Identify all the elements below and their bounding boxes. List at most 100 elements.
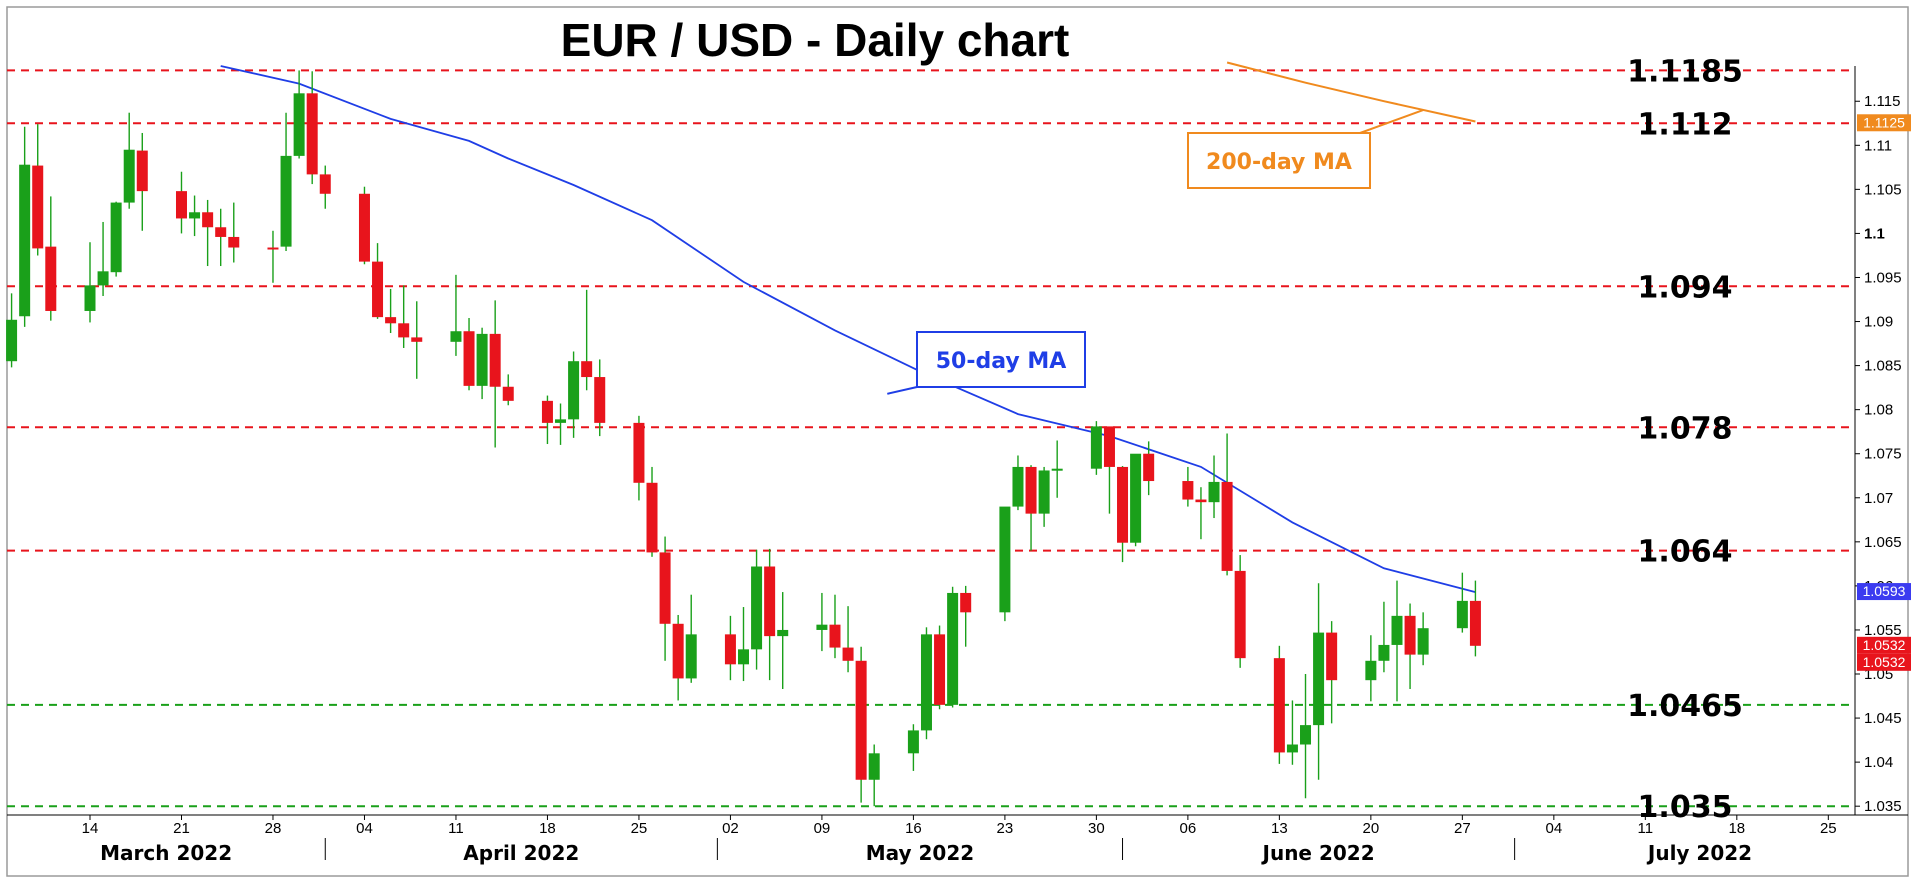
y-tick-label: 1.075 xyxy=(1864,446,1902,463)
ma200-callout-label: 200-day MA xyxy=(1206,150,1352,175)
y-tick-label: 1.045 xyxy=(1864,710,1902,727)
candle-bear xyxy=(724,634,736,665)
candle-bull xyxy=(1090,426,1102,469)
horizontal-levels: 1.1185 1.112 1.094 1.078 1.064 1.0465 1.035 xyxy=(7,54,1855,825)
candle-bull xyxy=(19,164,31,317)
candle-bear xyxy=(1469,600,1481,646)
level-label: 1.078 xyxy=(1638,411,1733,446)
candle-bear xyxy=(633,422,645,483)
x-tick-label: 25 xyxy=(631,820,648,837)
price-tag-bg xyxy=(1857,653,1911,671)
price-tag-label: 1.1125 xyxy=(1863,114,1905,130)
price-tag-bg xyxy=(1857,114,1911,132)
y-tick-label: 1.115 xyxy=(1864,93,1900,110)
candle-bear xyxy=(1143,453,1155,482)
x-tick-label: 11 xyxy=(448,820,464,837)
candle-bear xyxy=(672,623,684,679)
candle-bull xyxy=(97,271,109,286)
candle-bull xyxy=(907,730,919,754)
x-tick-label: 04 xyxy=(356,820,373,837)
level-label: 1.094 xyxy=(1638,270,1733,305)
x-tick-label: 16 xyxy=(905,820,922,837)
candle-bull xyxy=(738,649,749,665)
candle-bear xyxy=(1025,466,1037,514)
candle-bull xyxy=(999,506,1011,613)
x-tick-label: 23 xyxy=(997,820,1014,837)
price-tag-label: 1.0532 xyxy=(1863,637,1906,653)
candle-bear xyxy=(541,400,553,423)
y-tick-label: 1.095 xyxy=(1864,269,1902,286)
level-label: 1.035 xyxy=(1638,790,1733,825)
x-tick-label: 20 xyxy=(1363,820,1380,837)
price-tag-label: 1.0593 xyxy=(1863,583,1906,599)
x-tick-label: 14 xyxy=(82,820,99,837)
candle-bear xyxy=(659,552,671,624)
candle-bear xyxy=(228,236,240,248)
x-tick-label: 28 xyxy=(265,820,282,837)
price-tag-bg xyxy=(1857,636,1911,654)
candle-bear xyxy=(385,317,397,324)
candle-bull xyxy=(84,285,96,311)
candle-bull xyxy=(1417,628,1429,655)
candle-bear xyxy=(1195,499,1207,503)
candle-bear xyxy=(1221,481,1233,571)
candle-bull xyxy=(476,333,488,386)
candle-bear xyxy=(372,261,384,318)
candle-bear xyxy=(829,624,841,648)
candle-bear xyxy=(594,377,606,423)
x-axis-ticks: 14 21 28 04 11 18 25 02 09 16 23 30 06 13 20 27 04 11 18 25… xyxy=(82,815,1837,865)
candle-bear xyxy=(960,592,972,613)
moving-averages xyxy=(220,61,1476,593)
candle-bull xyxy=(1391,615,1403,645)
y-tick-label: 1.1 xyxy=(1864,225,1885,242)
candle-bull xyxy=(110,202,122,273)
x-tick-label: 21 xyxy=(173,820,190,837)
candle-bear xyxy=(306,93,318,175)
candle-bull xyxy=(280,155,292,247)
candle-bear xyxy=(934,634,946,705)
candle-bear xyxy=(1273,658,1285,753)
candle-bull xyxy=(816,624,828,630)
candle-bull xyxy=(868,753,880,780)
level-label: 1.064 xyxy=(1638,535,1733,570)
y-tick-label: 1.08 xyxy=(1864,402,1893,419)
candle-bull xyxy=(555,419,567,423)
candle-bear xyxy=(1404,615,1416,655)
candle-bear xyxy=(855,660,867,780)
y-axis-ticks: 1.0351.041.0451.051.0551.061.0651.071.07… xyxy=(1855,93,1902,815)
ma200-callout-box xyxy=(1187,132,1371,189)
month-label: June 2022 xyxy=(1261,841,1375,865)
candle-bull xyxy=(1300,725,1312,745)
candle-bear xyxy=(136,150,148,192)
x-tick-label: 04 xyxy=(1545,820,1562,837)
ma50-callout-box xyxy=(916,331,1086,388)
candle-bull xyxy=(1038,470,1050,514)
candle-bear xyxy=(1326,632,1338,681)
x-tick-label: 09 xyxy=(814,820,831,837)
candle-bull xyxy=(1313,632,1325,726)
candle-bear xyxy=(842,647,854,661)
month-label: April 2022 xyxy=(463,841,579,865)
candle-bear xyxy=(502,386,514,401)
y-tick-label: 1.035 xyxy=(1864,798,1902,815)
candle-bear xyxy=(45,246,57,311)
candle-bear xyxy=(202,212,214,228)
candle-bear xyxy=(175,191,187,219)
level-label: 1.1185 xyxy=(1627,54,1743,89)
candlesticks xyxy=(6,70,1481,807)
candle-bear xyxy=(319,174,331,194)
candle-bear xyxy=(581,361,593,378)
candle-bull xyxy=(1378,644,1390,661)
candle-bull xyxy=(1456,600,1468,629)
candle-bear xyxy=(1234,570,1246,659)
candle-bear xyxy=(267,247,279,250)
candle-bull xyxy=(189,212,201,219)
candle-bear xyxy=(489,333,501,387)
chart-title: EUR / USD - Daily chart xyxy=(561,14,1070,66)
candle-bull xyxy=(6,319,18,362)
ma50-callout-label: 50-day MA xyxy=(936,349,1067,374)
ma50-line xyxy=(220,65,1476,593)
